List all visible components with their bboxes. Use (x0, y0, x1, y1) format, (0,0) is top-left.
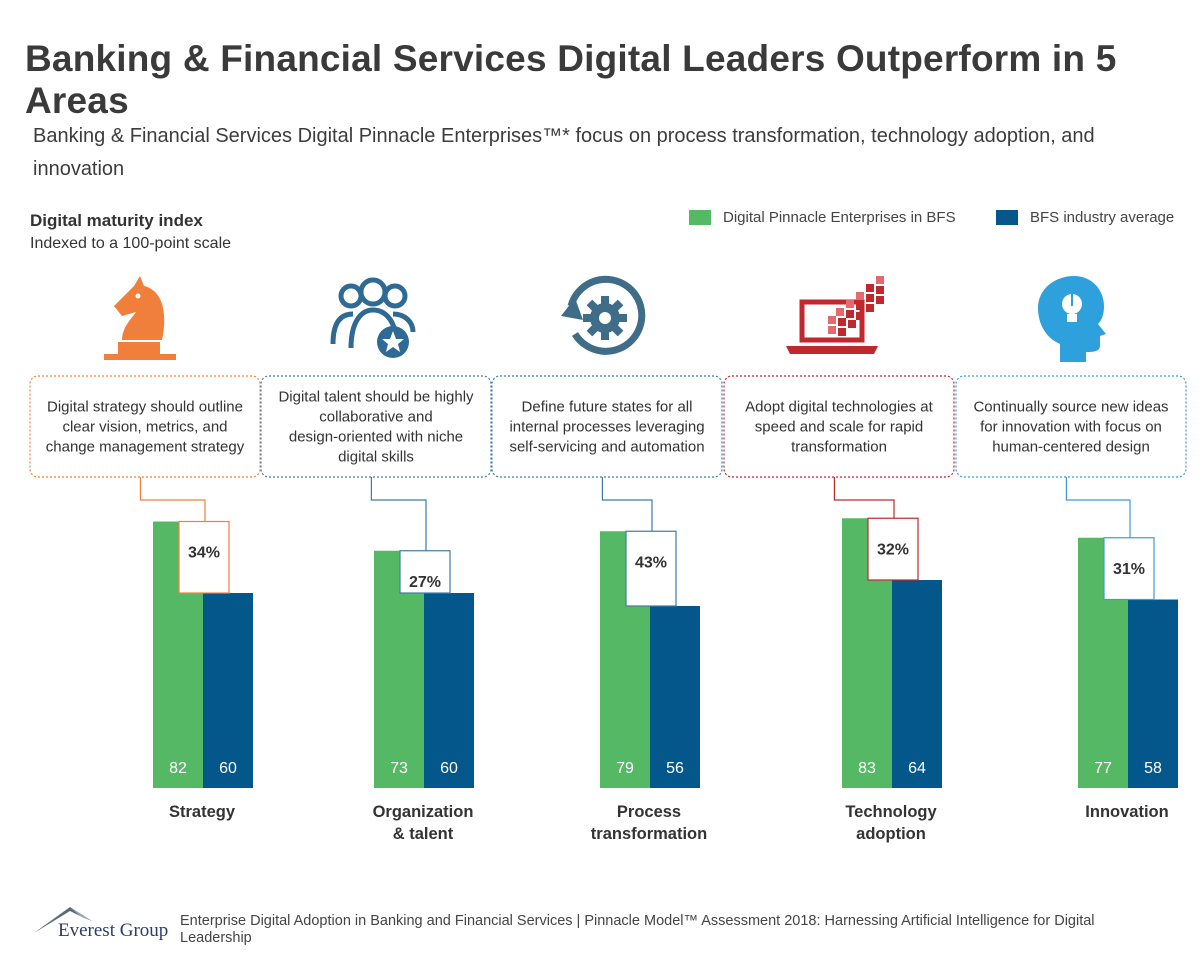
callout-box (723, 375, 955, 478)
gap-box (1103, 537, 1155, 601)
bar-industry (892, 580, 942, 788)
value-label-pinnacle: 73 (390, 760, 408, 777)
gap-box (867, 517, 919, 581)
callout-text: self-servicing and automation (509, 439, 704, 456)
legend-swatch-pinnacle (689, 210, 711, 225)
gap-label: 32% (877, 541, 909, 558)
value-label-pinnacle: 82 (169, 760, 187, 777)
callout-box (955, 375, 1187, 478)
value-label-industry: 58 (1144, 760, 1162, 777)
callout-text: collaborative and (319, 409, 432, 426)
callout-text: for innovation with focus on (980, 419, 1162, 436)
connector-line (833, 477, 895, 519)
page-subtitle: Banking & Financial Services Digital Pin… (33, 125, 1095, 180)
callout-text: internal processes leveraging (509, 419, 704, 436)
chart-title: Digital maturity index (30, 211, 203, 230)
category-label: & talent (393, 825, 454, 843)
lightbulb-head-icon (1038, 276, 1106, 362)
value-label-pinnacle: 79 (616, 760, 634, 777)
legend-item-pinnacle: Digital Pinnacle Enterprises in BFS (689, 209, 956, 226)
gap-box (178, 520, 230, 594)
category-label: transformation (591, 825, 707, 843)
value-label-pinnacle: 83 (858, 760, 876, 777)
value-label-pinnacle: 77 (1094, 760, 1112, 777)
callout-text: Adopt digital technologies at (745, 399, 933, 416)
bar-industry (424, 593, 474, 788)
callout-box (491, 375, 723, 478)
value-label-industry: 60 (440, 760, 458, 777)
legend-label-pinnacle: Digital Pinnacle Enterprises in BFS (723, 209, 956, 226)
bar-industry (1128, 599, 1178, 788)
footer-source: Enterprise Digital Adoption in Banking a… (180, 913, 1095, 946)
connector-line (1065, 477, 1131, 538)
callout-text: change management strategy (46, 439, 245, 456)
callout-text: design-oriented with niche (289, 429, 463, 446)
everest-logo-mountain-icon (34, 907, 92, 933)
gap-box (625, 530, 677, 607)
callout-box (29, 375, 261, 478)
callout-text: transformation (791, 439, 887, 456)
callout-box (260, 375, 492, 478)
callout-text: digital skills (338, 449, 414, 466)
connector-line (601, 477, 653, 532)
bar-industry (203, 593, 253, 788)
callout-text: speed and scale for rapid (755, 419, 923, 436)
category-label: Innovation (1085, 803, 1168, 821)
team-star-icon (330, 277, 416, 358)
category-icons (104, 275, 1106, 362)
gap-label: 43% (635, 554, 667, 571)
callout-text: human-centered design (992, 439, 1150, 456)
connector-line (370, 477, 427, 551)
gap-label: 34% (188, 545, 220, 562)
legend-item-industry: BFS industry average (996, 209, 1174, 226)
callout-text: Digital talent should be highly (278, 389, 474, 406)
chart-marks: Digital strategy should outline clear vis… (29, 375, 1187, 843)
bar-chart: Digital strategy should outline clear vis… (29, 275, 1187, 843)
value-label-industry: 56 (666, 760, 684, 777)
category-label: Technology (845, 803, 937, 821)
callout-text: Digital strategy should outline (47, 399, 243, 416)
digital-laptop-icon (786, 276, 884, 354)
connector-line (139, 477, 206, 522)
chess-knight-icon (104, 276, 176, 360)
bar-industry (650, 606, 700, 788)
chart-subtitle: Indexed to a 100-point scale (30, 235, 232, 252)
category-label: Strategy (169, 803, 236, 821)
value-label-industry: 64 (908, 760, 926, 777)
legend-label-industry: BFS industry average (1030, 209, 1175, 226)
page-title: Banking & Financial Services Digital Lea… (25, 38, 1117, 121)
gap-label: 31% (1113, 561, 1145, 578)
gap-box (399, 550, 451, 594)
gear-cycle-icon (561, 275, 646, 355)
category-label: adoption (856, 825, 926, 843)
everest-logo-text: Everest Group (58, 920, 169, 941)
callout-text: clear vision, metrics, and (62, 419, 227, 436)
gap-label: 27% (409, 574, 441, 591)
value-label-industry: 60 (219, 760, 237, 777)
legend-swatch-industry (996, 210, 1018, 225)
category-label: Organization (373, 803, 474, 821)
callout-text: Define future states for all (522, 399, 693, 416)
category-label: Process (617, 803, 681, 821)
callout-text: Continually source new ideas (973, 399, 1168, 416)
